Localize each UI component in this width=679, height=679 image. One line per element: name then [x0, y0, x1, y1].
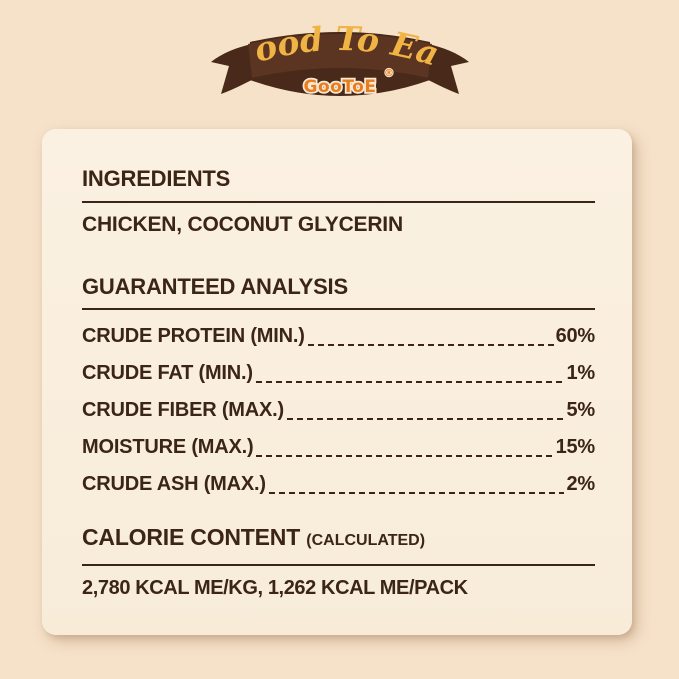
analysis-rows: CRUDE PROTEIN (MIN.) 60% CRUDE FAT (MIN.…	[82, 318, 595, 503]
calorie-content-section: CALORIE CONTENT (CALCULATED) 2,780 KCAL …	[82, 523, 595, 601]
analysis-row-value: 15%	[555, 436, 596, 458]
ribbon-right-tail	[424, 44, 469, 94]
guaranteed-analysis-section: GUARANTEED ANALYSIS CRUDE PROTEIN (MIN.)…	[82, 274, 595, 503]
calories-value: 2,780 KCAL ME/KG, 1,262 KCAL ME/PACK	[82, 577, 468, 599]
registered-mark: ®	[384, 68, 394, 79]
dotted-leader	[286, 418, 565, 420]
brand-logo-text: GooToE	[304, 77, 377, 97]
brand-ribbon: Good To Eat GooToE ®	[0, 0, 469, 99]
analysis-row-value: 1%	[566, 362, 595, 384]
dotted-leader	[268, 492, 565, 494]
analysis-row-label: CRUDE PROTEIN (MIN.)	[82, 325, 305, 347]
analysis-row-label: CRUDE FIBER (MAX.)	[82, 399, 284, 421]
analysis-row: CRUDE FAT (MIN.) 1%	[82, 355, 595, 392]
analysis-row-value: 2%	[566, 473, 595, 495]
analysis-row: CRUDE PROTEIN (MIN.) 60%	[82, 318, 595, 355]
calories-heading-main: CALORIE CONTENT	[82, 524, 301, 550]
ingredients-section: INGREDIENTS CHICKEN, COCONUT GLYCERIN	[82, 129, 595, 238]
ribbon-panel	[248, 34, 432, 78]
dotted-leader	[307, 344, 554, 346]
analysis-row-value: 60%	[555, 325, 596, 347]
ribbon-left-tail	[211, 44, 256, 94]
analysis-row: CRUDE FIBER (MAX.) 5%	[82, 392, 595, 429]
analysis-row: MOISTURE (MAX.) 15%	[82, 429, 595, 466]
dotted-leader	[256, 455, 554, 457]
calories-heading-qualifier: (CALCULATED)	[306, 532, 426, 549]
analysis-heading: GUARANTEED ANALYSIS	[82, 274, 348, 299]
analysis-row-label: CRUDE FAT (MIN.)	[82, 362, 253, 384]
analysis-row: CRUDE ASH (MAX.) 2%	[82, 466, 595, 503]
ingredients-heading: INGREDIENTS	[82, 166, 231, 191]
analysis-row-value: 5%	[566, 399, 595, 421]
ingredients-value: CHICKEN, COCONUT GLYCERIN	[82, 213, 403, 236]
divider-rule	[82, 201, 595, 203]
info-card: INGREDIENTS CHICKEN, COCONUT GLYCERIN GU…	[42, 129, 632, 635]
calories-heading: CALORIE CONTENT (CALCULATED)	[82, 523, 595, 555]
divider-rule	[82, 308, 595, 310]
dotted-leader	[255, 381, 565, 383]
divider-rule	[82, 564, 595, 566]
analysis-row-label: CRUDE ASH (MAX.)	[82, 473, 266, 495]
analysis-row-label: MOISTURE (MAX.)	[82, 436, 254, 458]
